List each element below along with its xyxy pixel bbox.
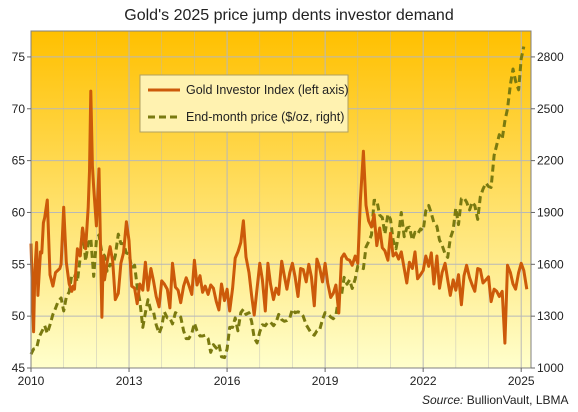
legend-box	[139, 74, 349, 133]
x-tick-label: 2013	[116, 374, 143, 388]
left-tick-label: 60	[12, 205, 26, 219]
right-tick-label: 2200	[537, 154, 564, 168]
left-tick-label: 65	[12, 154, 26, 168]
left-tick-label: 50	[12, 309, 26, 323]
legend: Gold Investor Index (left axis) End-mont…	[139, 74, 349, 133]
x-tick-label: 2010	[18, 374, 45, 388]
x-tick-label: 2025	[508, 374, 535, 388]
right-tick-label: 2500	[537, 102, 564, 116]
source-name: BullionVault, LBMA	[463, 393, 568, 407]
left-tick-label: 75	[12, 50, 26, 64]
x-tick-label: 2016	[214, 374, 241, 388]
legend-label-price: End-month price ($/oz, right)	[186, 110, 344, 124]
right-tick-label: 1000	[537, 361, 564, 375]
series-line-price	[29, 46, 526, 360]
legend-label-index: Gold Investor Index (left axis)	[186, 83, 349, 97]
x-tick-label: 2022	[410, 374, 437, 388]
x-tick-label: 2019	[312, 374, 339, 388]
series-layer	[29, 46, 529, 360]
series-line-index	[29, 89, 529, 345]
source-label: Source: BullionVault, LBMA	[422, 393, 569, 407]
chart-title: Gold's 2025 price jump dents investor de…	[124, 7, 453, 24]
left-tick-label: 70	[12, 102, 26, 116]
source-prefix: Source:	[422, 393, 463, 407]
right-tick-label: 1900	[537, 205, 564, 219]
axes: 45 50 55 60 65 70 75 1000 1300 1600 1900 2200 2500 28…	[12, 30, 564, 388]
right-tick-label: 1300	[537, 309, 564, 323]
left-tick-label: 55	[12, 257, 26, 271]
left-tick-label: 45	[12, 361, 26, 375]
right-tick-label: 1600	[537, 257, 564, 271]
plot-frame	[30, 30, 532, 369]
right-tick-label: 2800	[537, 50, 564, 64]
